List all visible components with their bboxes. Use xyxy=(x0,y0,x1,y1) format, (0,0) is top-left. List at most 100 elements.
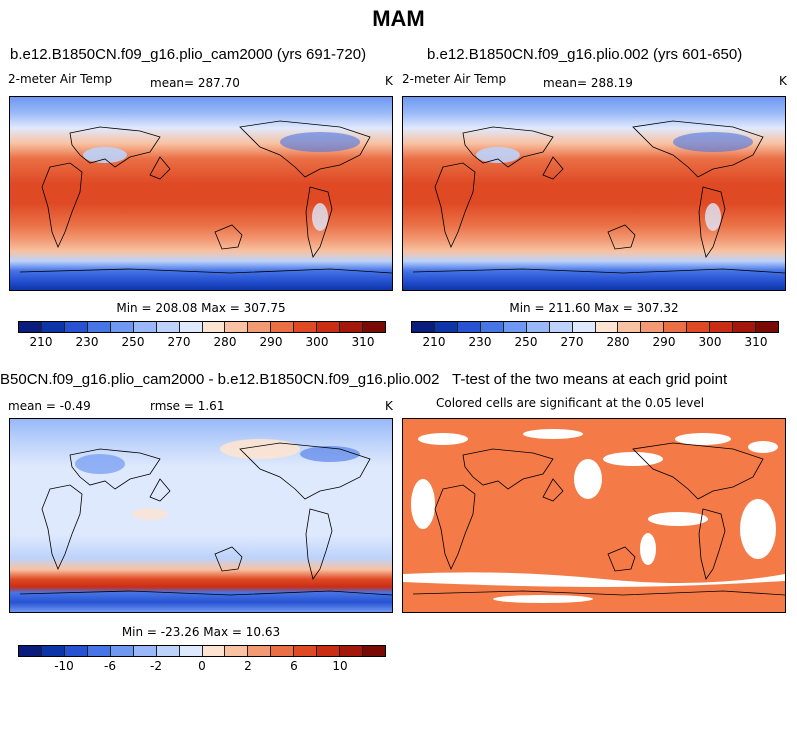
panel2-tick: 310 xyxy=(744,335,768,349)
colorbar-segment xyxy=(248,322,272,332)
panel1-variable: 2-meter Air Temp xyxy=(8,72,113,86)
colorbar-segment xyxy=(179,322,203,332)
panel2-mean: mean= 288.19 xyxy=(543,76,633,90)
panel3-mean: mean = -0.49 xyxy=(8,399,91,413)
panel2-colorbar xyxy=(411,321,779,333)
colorbar-segment xyxy=(64,322,88,332)
panel1-tick: 290 xyxy=(259,335,283,349)
panel3-tick: -10 xyxy=(54,659,74,673)
panel3-map-svg xyxy=(10,419,392,612)
panel1-units: K xyxy=(385,74,393,88)
panel1-colorbar-ticks: 210 230 250 270 280 290 300 310 xyxy=(18,335,386,351)
panel1-map xyxy=(9,96,393,291)
panel2-tick: 210 xyxy=(422,335,446,349)
colorbar-segment xyxy=(133,646,157,656)
panel2-tick: 270 xyxy=(560,335,584,349)
panel3-units: K xyxy=(385,399,393,413)
colorbar-segment xyxy=(225,322,249,332)
colorbar-segment xyxy=(133,322,157,332)
panel3-colorbar xyxy=(18,645,386,657)
panel3-tick: 10 xyxy=(332,659,348,673)
panel1-tick: 230 xyxy=(75,335,99,349)
colorbar-segment xyxy=(641,322,665,332)
panel3-minmax: Min = -23.26 Max = 10.63 xyxy=(121,625,281,639)
panel4-title: T-test of the two means at each grid poi… xyxy=(452,371,728,388)
panel2-map-svg xyxy=(403,97,785,290)
colorbar-segment xyxy=(271,646,295,656)
colorbar-segment xyxy=(294,322,318,332)
colorbar-segment xyxy=(595,322,619,332)
panel3-title: B50CN.f09_g16.plio_cam2000 - b.e12.B1850… xyxy=(0,371,440,388)
colorbar-segment xyxy=(340,646,364,656)
panel2-tick: 280 xyxy=(606,335,630,349)
colorbar-segment xyxy=(480,322,504,332)
panel1-title: b.e12.B1850CN.f09_g16.plio_cam2000 (yrs … xyxy=(10,46,367,63)
colorbar-segment xyxy=(412,322,435,332)
colorbar-segment xyxy=(248,646,272,656)
colorbar-segment xyxy=(19,646,42,656)
panel2-units: K xyxy=(779,74,787,88)
panel1-tick: 280 xyxy=(213,335,237,349)
panel2-tick: 250 xyxy=(514,335,538,349)
panel4-map xyxy=(402,418,786,613)
colorbar-segment xyxy=(317,646,341,656)
colorbar-segment xyxy=(64,646,88,656)
panel1-minmax: Min = 208.08 Max = 307.75 xyxy=(116,301,286,315)
figure-title: MAM xyxy=(372,6,425,31)
panel1-mean: mean= 287.70 xyxy=(150,76,240,90)
panel4-map-svg xyxy=(403,419,785,612)
colorbar-segment xyxy=(271,322,295,332)
panel1-tick: 270 xyxy=(167,335,191,349)
colorbar-segment xyxy=(733,322,757,332)
colorbar-segment xyxy=(434,322,458,332)
panel1-tick: 250 xyxy=(121,335,145,349)
panel3-map xyxy=(9,418,393,613)
colorbar-segment xyxy=(572,322,596,332)
colorbar-segment xyxy=(87,646,111,656)
panel4-not-significant-areas xyxy=(403,429,785,603)
colorbar-segment xyxy=(41,646,65,656)
panel2-tick: 230 xyxy=(468,335,492,349)
colorbar-segment xyxy=(549,322,573,332)
colorbar-segment xyxy=(156,322,180,332)
colorbar-segment xyxy=(618,322,642,332)
colorbar-segment xyxy=(457,322,481,332)
colorbar-segment xyxy=(110,322,134,332)
colorbar-segment xyxy=(317,322,341,332)
panel1-tick: 300 xyxy=(305,335,329,349)
panel3-tick: -2 xyxy=(150,659,162,673)
colorbar-segment xyxy=(687,322,711,332)
panel3-tick: -6 xyxy=(104,659,116,673)
colorbar-segment xyxy=(294,646,318,656)
colorbar-segment xyxy=(87,322,111,332)
colorbar-segment xyxy=(202,646,226,656)
colorbar-segment xyxy=(363,322,385,332)
colorbar-segment xyxy=(664,322,688,332)
colorbar-segment xyxy=(340,322,364,332)
colorbar-segment xyxy=(225,646,249,656)
panel3-tick: 6 xyxy=(290,659,298,673)
colorbar-segment xyxy=(41,322,65,332)
panel2-colorbar-ticks: 210 230 250 270 280 290 300 310 xyxy=(411,335,779,351)
panel2-minmax: Min = 211.60 Max = 307.32 xyxy=(509,301,679,315)
panel4-subtitle: Colored cells are significant at the 0.0… xyxy=(436,396,705,410)
colorbar-segment xyxy=(710,322,734,332)
colorbar-segment xyxy=(156,646,180,656)
colorbar-segment xyxy=(526,322,550,332)
panel3-rmse: rmse = 1.61 xyxy=(150,399,225,413)
panel1-tick: 210 xyxy=(29,335,53,349)
panel1-colorbar xyxy=(18,321,386,333)
colorbar-segment xyxy=(110,646,134,656)
panel2-tick: 300 xyxy=(698,335,722,349)
colorbar-segment xyxy=(363,646,385,656)
panel2-map xyxy=(402,96,786,291)
panel1-map-svg xyxy=(10,97,392,290)
panel1-tick: 310 xyxy=(351,335,375,349)
panel3-tick: 0 xyxy=(198,659,206,673)
panel3-colorbar-ticks: -10 -6 -2 0 2 6 10 xyxy=(18,659,386,675)
colorbar-segment xyxy=(756,322,778,332)
panel2-variable: 2-meter Air Temp xyxy=(402,72,507,86)
panel2-title: b.e12.B1850CN.f09_g16.plio.002 (yrs 601-… xyxy=(427,46,743,63)
colorbar-segment xyxy=(202,322,226,332)
panel2-tick: 290 xyxy=(652,335,676,349)
